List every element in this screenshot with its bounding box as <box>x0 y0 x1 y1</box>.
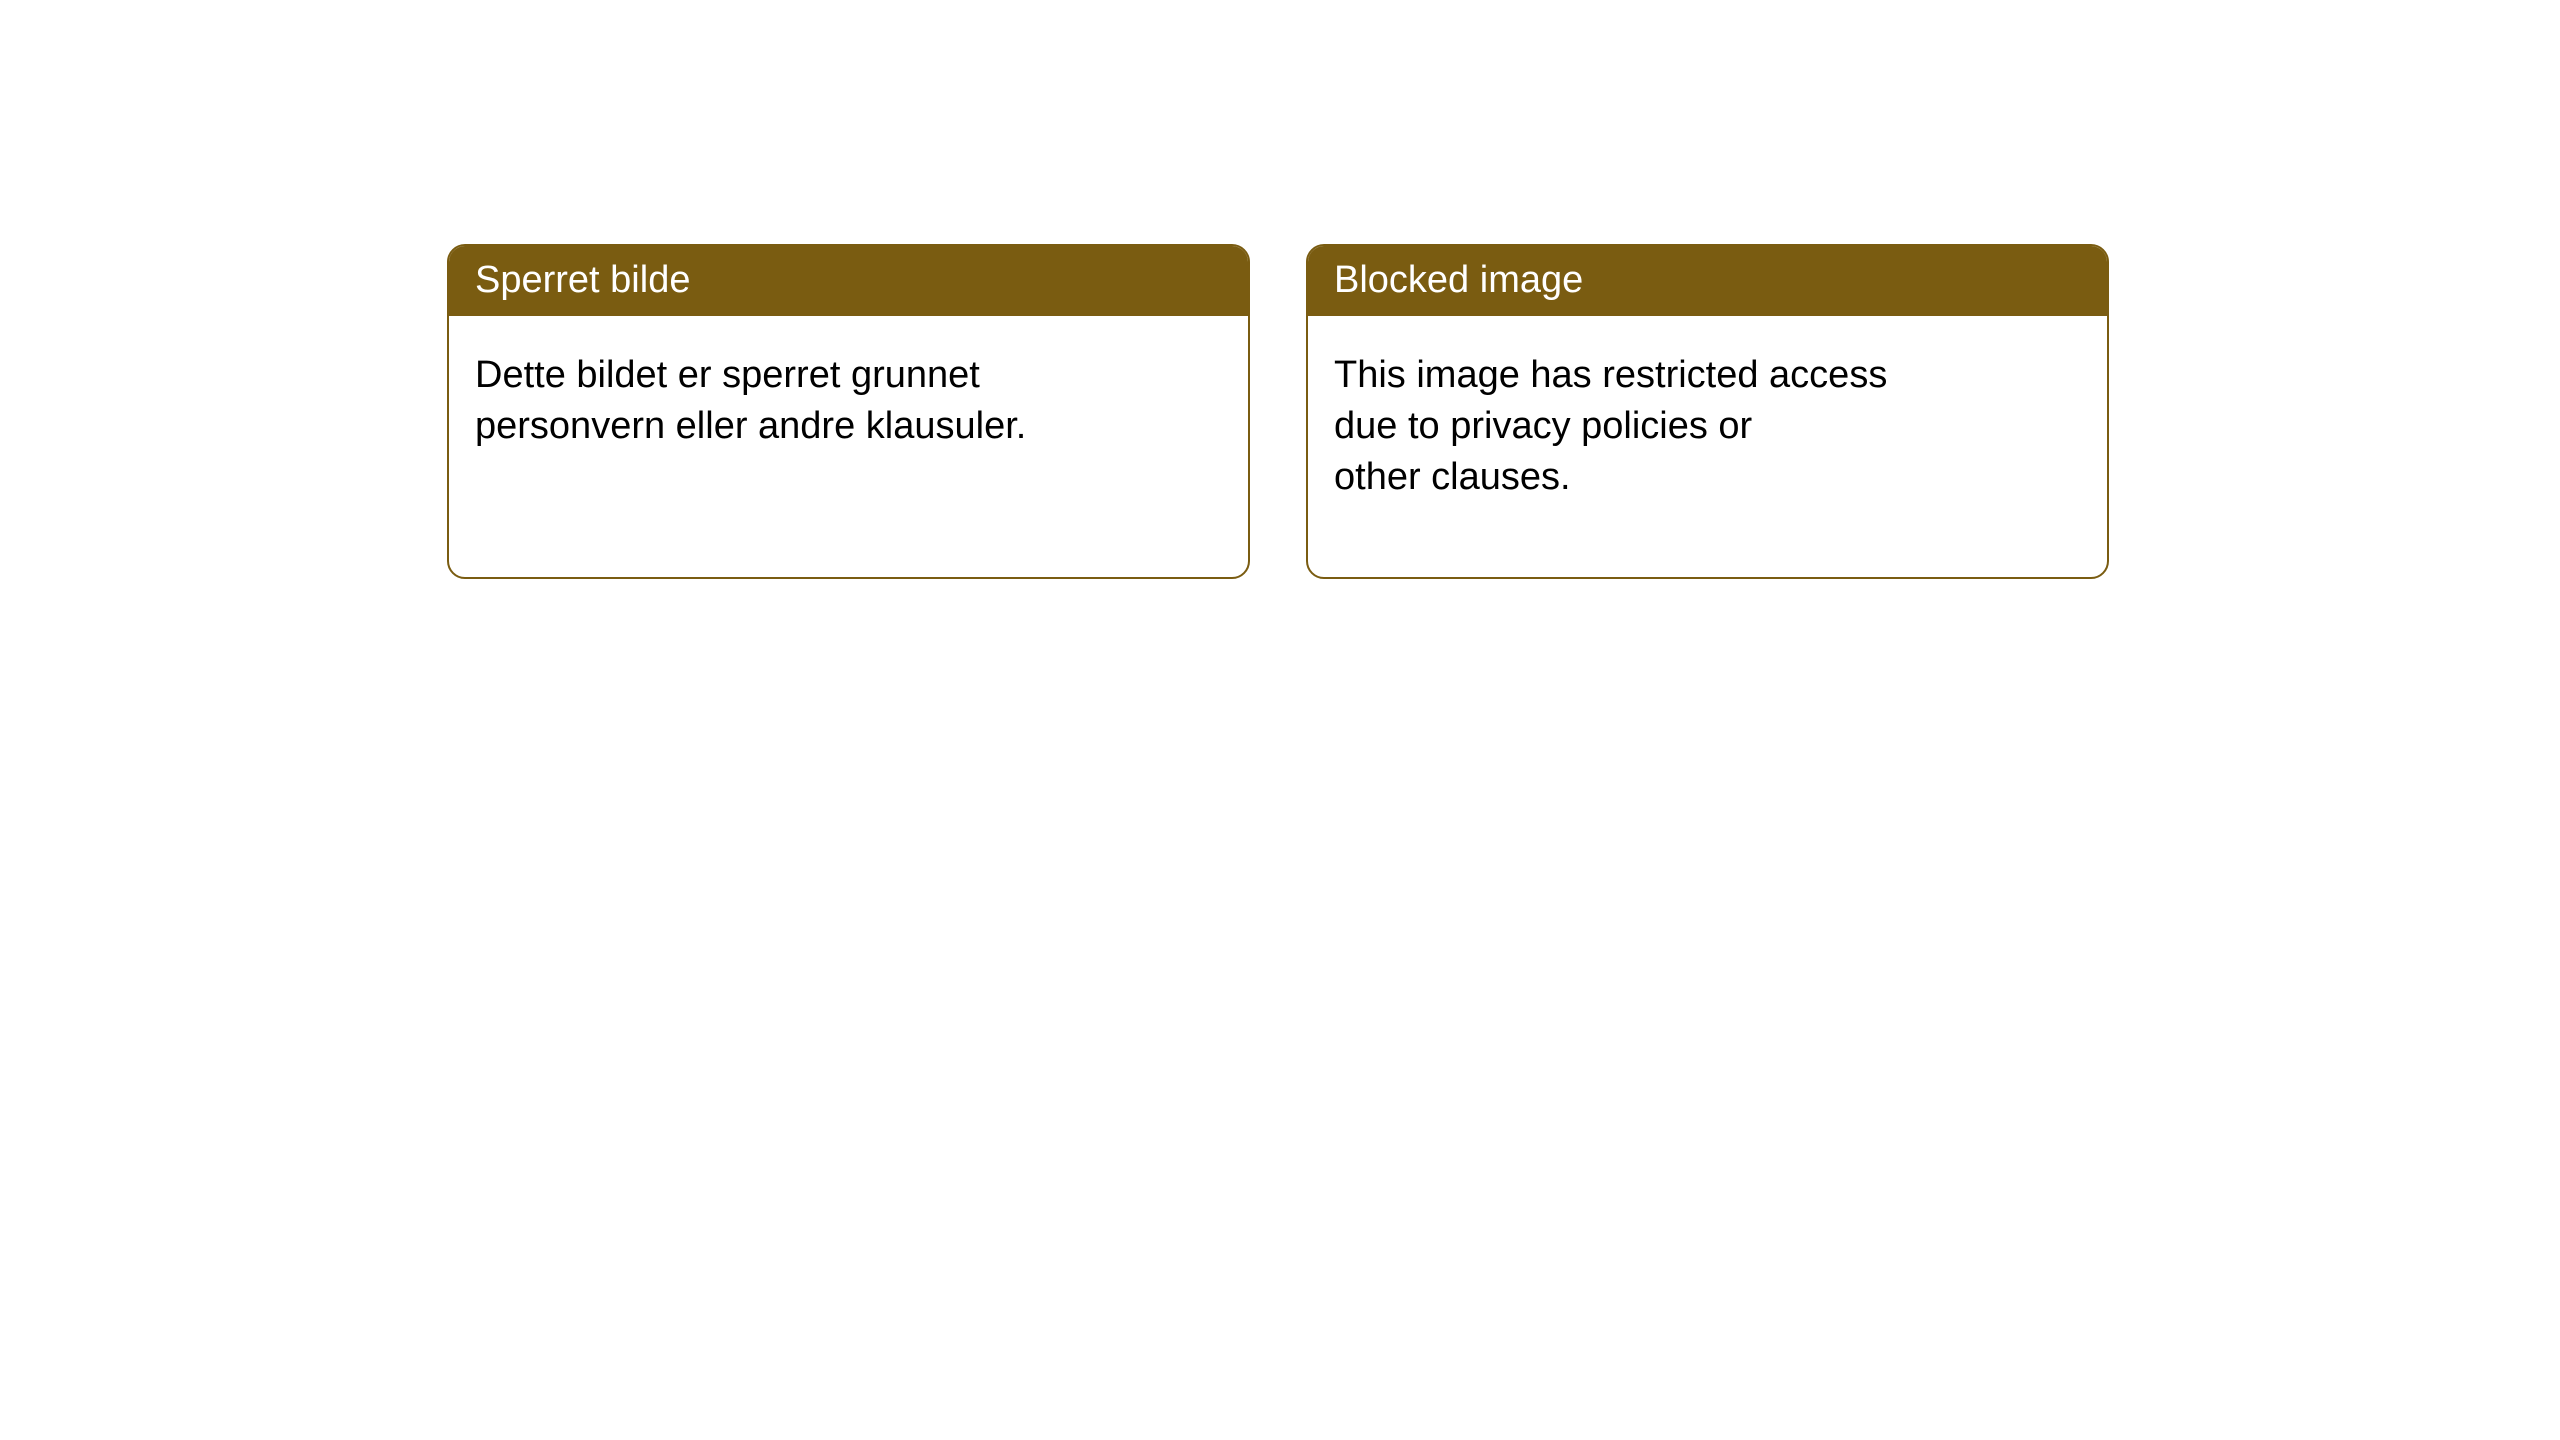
card-message: Dette bildet er sperret grunnet personve… <box>449 316 1248 487</box>
notice-container: Sperret bilde Dette bildet er sperret gr… <box>447 244 2109 579</box>
card-header: Blocked image <box>1308 246 2107 316</box>
blocked-image-card-english: Blocked image This image has restricted … <box>1306 244 2109 579</box>
card-header: Sperret bilde <box>449 246 1248 316</box>
card-message: This image has restricted access due to … <box>1308 316 2107 538</box>
blocked-image-card-norwegian: Sperret bilde Dette bildet er sperret gr… <box>447 244 1250 579</box>
